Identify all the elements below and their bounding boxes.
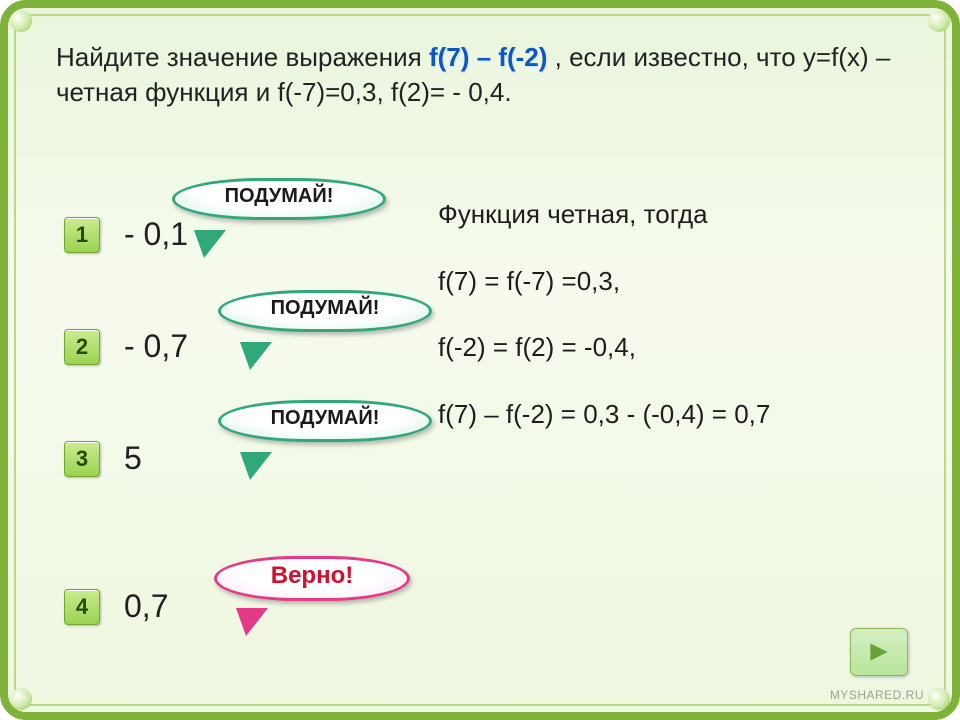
question-pre: Найдите значение выражения (56, 42, 429, 72)
explanation-line: Функция четная, тогда (438, 198, 904, 231)
answer-option-1[interactable]: 1 - 0,1 (64, 216, 214, 253)
option-value: 5 (124, 440, 214, 477)
explanation-line: f(7) = f(-7) =0,3, (438, 265, 904, 298)
feedback-bubble-correct: Верно! (214, 556, 410, 601)
bubble-tail (240, 342, 272, 370)
option-number: 4 (64, 589, 100, 625)
answer-option-2[interactable]: 2 - 0,7 (64, 328, 214, 365)
option-value: - 0,7 (124, 328, 214, 365)
explanation-block: Функция четная, тогда f(7) = f(-7) =0,3,… (438, 198, 904, 464)
feedback-text: ПОДУМАЙ! (271, 297, 380, 319)
option-number: 2 (64, 329, 100, 365)
next-button[interactable] (850, 628, 908, 676)
arrow-right-icon (866, 639, 892, 665)
feedback-bubble-wrong: ПОДУМАЙ! (218, 400, 432, 442)
explanation-line: f(7) – f(-2) = 0,3 - (-0,4) = 0,7 (438, 398, 904, 431)
corner-rivet (10, 688, 32, 710)
answer-option-4[interactable]: 4 0,7 (64, 588, 214, 625)
question-text: Найдите значение выражения f(7) – f(-2) … (56, 40, 904, 110)
option-number: 1 (64, 217, 100, 253)
question-highlight: f(7) – f(-2) (429, 42, 547, 72)
feedback-text: Верно! (271, 562, 354, 589)
bubble-tail (236, 608, 268, 636)
feedback-text: ПОДУМАЙ! (271, 407, 380, 429)
option-number: 3 (64, 441, 100, 477)
slide-frame: Найдите значение выражения f(7) – f(-2) … (0, 0, 960, 720)
bubble-tail (194, 230, 226, 258)
feedback-bubble-wrong: ПОДУМАЙ! (218, 290, 432, 332)
option-value: 0,7 (124, 588, 214, 625)
feedback-text: ПОДУМАЙ! (225, 185, 334, 207)
watermark-text: MYSHARED.RU (830, 688, 924, 702)
explanation-line: f(-2) = f(2) = -0,4, (438, 331, 904, 364)
bubble-tail (240, 452, 272, 480)
corner-rivet (928, 688, 950, 710)
corner-rivet (10, 10, 32, 32)
corner-rivet (928, 10, 950, 32)
feedback-bubble-wrong: ПОДУМАЙ! (172, 178, 386, 220)
answer-option-3[interactable]: 3 5 (64, 440, 214, 477)
